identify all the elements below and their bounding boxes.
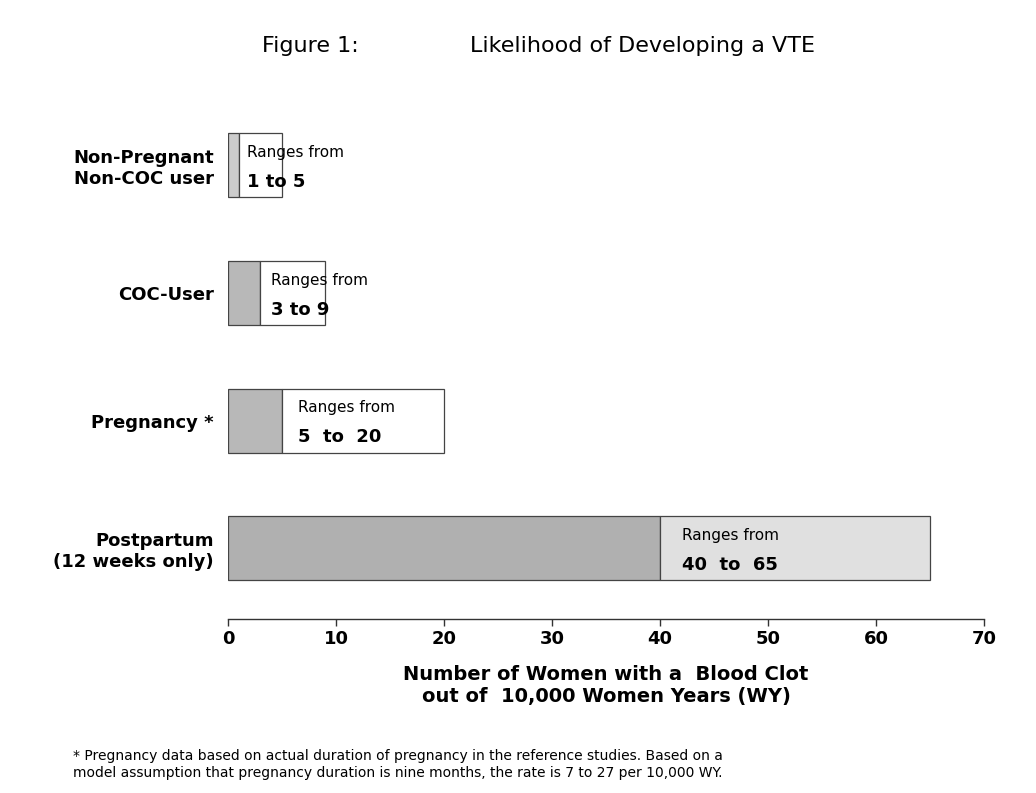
Bar <box>228 516 660 580</box>
Bar <box>260 261 325 325</box>
Bar <box>228 261 260 325</box>
Bar <box>228 133 238 197</box>
Text: 3 to 9: 3 to 9 <box>271 301 329 319</box>
Text: Figure 1:: Figure 1: <box>262 36 359 56</box>
Bar <box>282 389 444 453</box>
Text: Ranges from: Ranges from <box>682 528 779 543</box>
Text: 40  to  65: 40 to 65 <box>682 556 778 574</box>
Text: Ranges from: Ranges from <box>298 400 395 416</box>
Text: 5  to  20: 5 to 20 <box>298 428 381 446</box>
X-axis label: Number of Women with a  Blood Clot
out of  10,000 Women Years (WY): Number of Women with a Blood Clot out of… <box>403 665 809 706</box>
Text: 1 to 5: 1 to 5 <box>248 173 306 191</box>
Bar <box>228 389 282 453</box>
Text: Ranges from: Ranges from <box>271 273 368 288</box>
Text: Ranges from: Ranges from <box>248 145 344 160</box>
Bar <box>238 133 282 197</box>
Text: Likelihood of Developing a VTE: Likelihood of Developing a VTE <box>469 36 815 56</box>
Text: * Pregnancy data based on actual duration of pregnancy in the reference studies.: * Pregnancy data based on actual duratio… <box>73 749 722 780</box>
Bar <box>660 516 930 580</box>
